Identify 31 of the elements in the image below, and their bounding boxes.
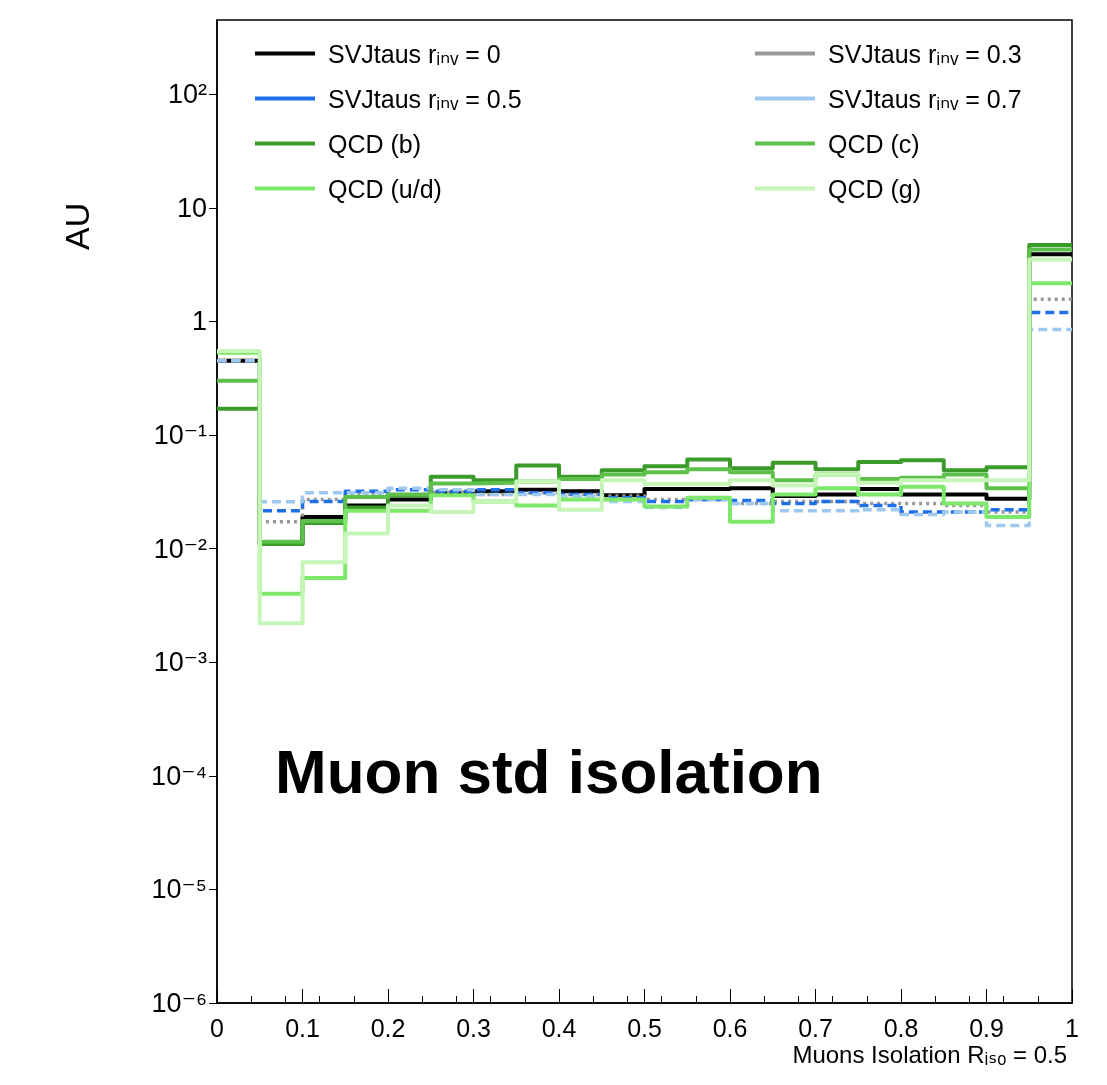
x-tick-label: 0.4 [541,1013,577,1042]
x-tick-label: 0.9 [969,1013,1004,1042]
y-tick-label: 10⁻⁵ [151,874,207,905]
x-tick-label: 0.3 [456,1013,491,1042]
x-tick-label: 0.7 [798,1013,833,1042]
legend-label: SVJtaus rᵢₙᵥ = 0.7 [828,84,1022,113]
y-tick-label: 10⁻⁶ [151,988,207,1018]
x-axis-title: Muons Isolation Rᵢₛₒ = 0.5 [792,1040,1067,1068]
y-tick-label: 10⁻³ [153,647,207,678]
y-tick-label: 10⁻⁴ [151,760,207,791]
y-tick-label: 10 [176,192,207,223]
x-tick-label: 0.1 [285,1013,320,1042]
y-tick-label: 10² [167,79,207,110]
legend-label: SVJtaus rᵢₙᵥ = 0.5 [328,84,522,113]
legend-label: QCD (b) [328,129,422,158]
x-tick-label: 0.5 [627,1013,662,1042]
annotation: Muon std isolation [275,736,823,806]
legend-label: QCD (u/d) [328,174,442,203]
y-tick-label: 1 [191,306,207,337]
legend-label: SVJtaus rᵢₙᵥ = 0 [328,39,501,68]
legend-label: QCD (c) [828,129,920,158]
legend-label: QCD (g) [828,174,922,203]
legend-label: SVJtaus rᵢₙᵥ = 0.3 [828,39,1022,68]
y-tick-label: 10⁻¹ [153,420,207,450]
x-tick-label: 1 [1065,1013,1079,1042]
x-tick-label: 0.8 [883,1013,919,1042]
x-tick-label: 0.6 [712,1013,748,1042]
y-tick-label: 10⁻² [153,533,207,564]
y-axis-title: AU [58,202,96,250]
x-tick-label: 0 [210,1013,224,1042]
x-tick-label: 0.2 [370,1013,406,1042]
